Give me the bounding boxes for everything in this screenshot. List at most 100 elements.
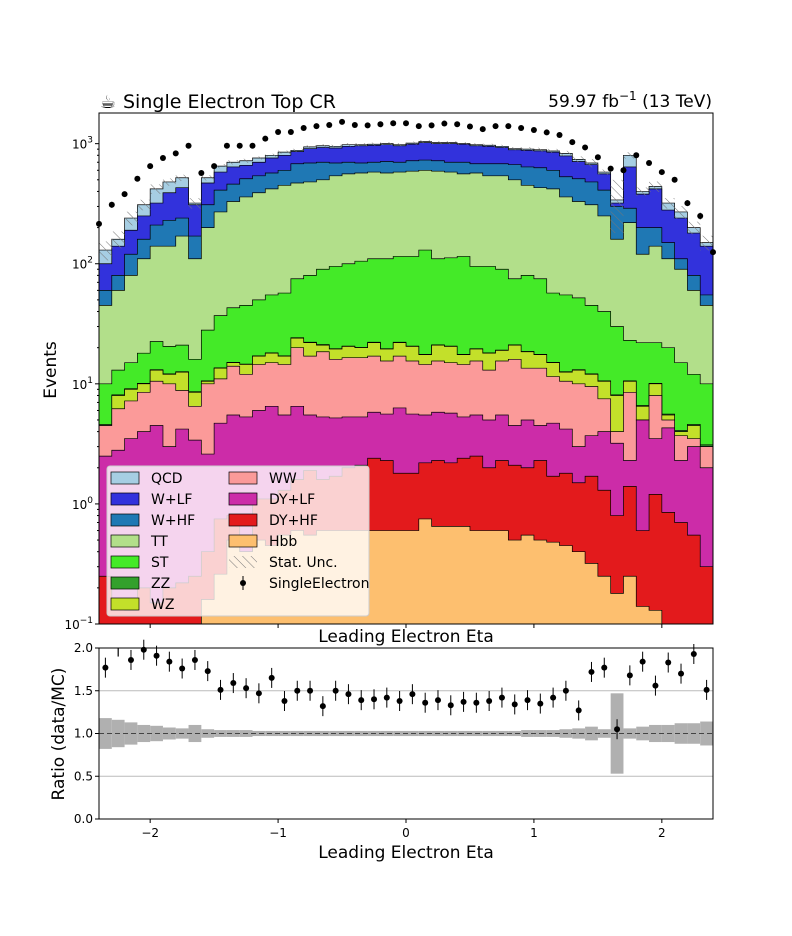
legend-label-st: ST [151, 555, 169, 571]
data-point [287, 129, 294, 136]
legend-label-ww: WW [269, 471, 297, 487]
ratio-point [460, 698, 467, 705]
ratio-unc-bin [572, 728, 586, 739]
ratio-point [217, 686, 224, 693]
data-point [275, 129, 282, 136]
ratio-unc-bin [162, 727, 176, 740]
stat-unc-hatch [290, 148, 304, 152]
ratio-point [243, 685, 250, 692]
stat-unc-hatch [444, 141, 458, 145]
title-icon: ☕ [100, 92, 116, 113]
ratio-point [473, 699, 480, 706]
data-point [454, 121, 461, 128]
ratio-point [396, 698, 403, 705]
ratio-point [498, 694, 505, 701]
data-point [543, 129, 550, 136]
legend-label-singleelectron: SingleElectron [269, 576, 369, 592]
stat-unc-hatch [572, 156, 586, 163]
ratio-point [639, 658, 646, 665]
legend-label-dy-hf: DY+HF [269, 513, 318, 529]
ratio-y-tick-label: 1.0 [74, 727, 93, 741]
ratio-point [703, 686, 710, 693]
stat-unc-hatch [303, 145, 317, 149]
ratio-unc-bin [290, 730, 304, 737]
legend-swatch-st [110, 555, 140, 569]
ratio-point [601, 664, 608, 671]
stat-unc-hatch [559, 150, 573, 157]
axes-frames: 10−1 100 101 102 103 −2 −1 0 1 2 0.0 0.5 1.0 1.5 2.0 [64, 112, 714, 840]
stat-unc-hatch [316, 144, 330, 148]
legend-label-tt: TT [150, 534, 168, 550]
legend-label-w-lf: W+LF [151, 492, 192, 508]
data-point [594, 154, 601, 161]
ratio-point [550, 694, 557, 701]
ratio-point [652, 682, 659, 689]
stat-unc-hatch [278, 150, 291, 154]
data-point [505, 123, 512, 130]
main-y-axis-label: Events [41, 341, 61, 399]
stat-unc-hatch [469, 143, 483, 147]
data-point [198, 169, 205, 176]
data-point [556, 132, 563, 139]
ratio-unc-bin [418, 730, 432, 737]
ratio-y-axis-label: Ratio (data/MC) [49, 668, 69, 801]
ratio-point [409, 691, 416, 698]
stat-unc-hatch [674, 206, 688, 219]
ratio-point [191, 656, 198, 663]
ratio-point [204, 668, 211, 675]
ratio-point [678, 670, 685, 677]
ratio-point [690, 650, 697, 657]
data-point [351, 122, 358, 129]
ratio-unc-bin [380, 730, 394, 737]
stat-unc-hatch [431, 141, 445, 145]
ratio-point [626, 672, 633, 679]
ratio-unc-bin [354, 730, 368, 737]
ratio-unc-bin [482, 730, 496, 737]
legend-label-qcd: QCD [151, 471, 183, 487]
legend-swatch-w-lf [110, 492, 140, 506]
stat-unc-hatch [482, 143, 496, 147]
stat-unc-hatch [175, 174, 189, 181]
data-point [671, 176, 678, 183]
data-point [697, 212, 704, 219]
stat-unc-hatch [623, 152, 637, 159]
ratio-point [102, 664, 109, 671]
data-point [415, 123, 422, 130]
ratio-x-tick-label: −2 [141, 826, 159, 840]
stat-unc-hatch [239, 158, 253, 163]
ratio-point [562, 687, 569, 694]
ratio-unc-bin [252, 730, 266, 737]
ratio-point [371, 696, 378, 703]
ratio-point [268, 674, 275, 681]
data-point [172, 150, 179, 157]
stat-unc-hatch [265, 153, 279, 157]
data-point [607, 165, 614, 172]
ratio-point [166, 658, 173, 665]
legend-swatch-zz [110, 576, 140, 590]
stat-unc-hatch [546, 148, 560, 154]
data-point [646, 160, 653, 167]
main-panel-data-points [96, 118, 716, 257]
ratio-x-tick-label: 1 [530, 826, 538, 840]
ratio-panel-unc-band [99, 690, 713, 777]
ratio-y-tick-label: 1.5 [74, 684, 93, 698]
ratio-unc-bin [99, 718, 112, 749]
legend-swatch-tt [110, 534, 140, 548]
ratio-x-axis-label: Leading Electron Eta [318, 843, 494, 863]
stat-unc-hatch [329, 144, 343, 148]
ratio-x-tick-label: −1 [269, 826, 287, 840]
ratio-unc-bin [636, 726, 650, 741]
data-point [121, 191, 128, 198]
stat-unc-hatch [533, 147, 547, 152]
ratio-unc-bin [226, 730, 240, 737]
ratio-point [422, 699, 429, 706]
legend-swatch-wz [110, 597, 140, 611]
ratio-point [230, 680, 237, 687]
stat-unc-hatch [597, 169, 611, 175]
ratio-point [179, 665, 186, 672]
legend-swatch-dy-lf [228, 492, 258, 506]
data-point [377, 121, 384, 128]
ratio-x-tick-label: 0 [402, 826, 410, 840]
ratio-y-tick-label: 0.5 [74, 769, 93, 783]
